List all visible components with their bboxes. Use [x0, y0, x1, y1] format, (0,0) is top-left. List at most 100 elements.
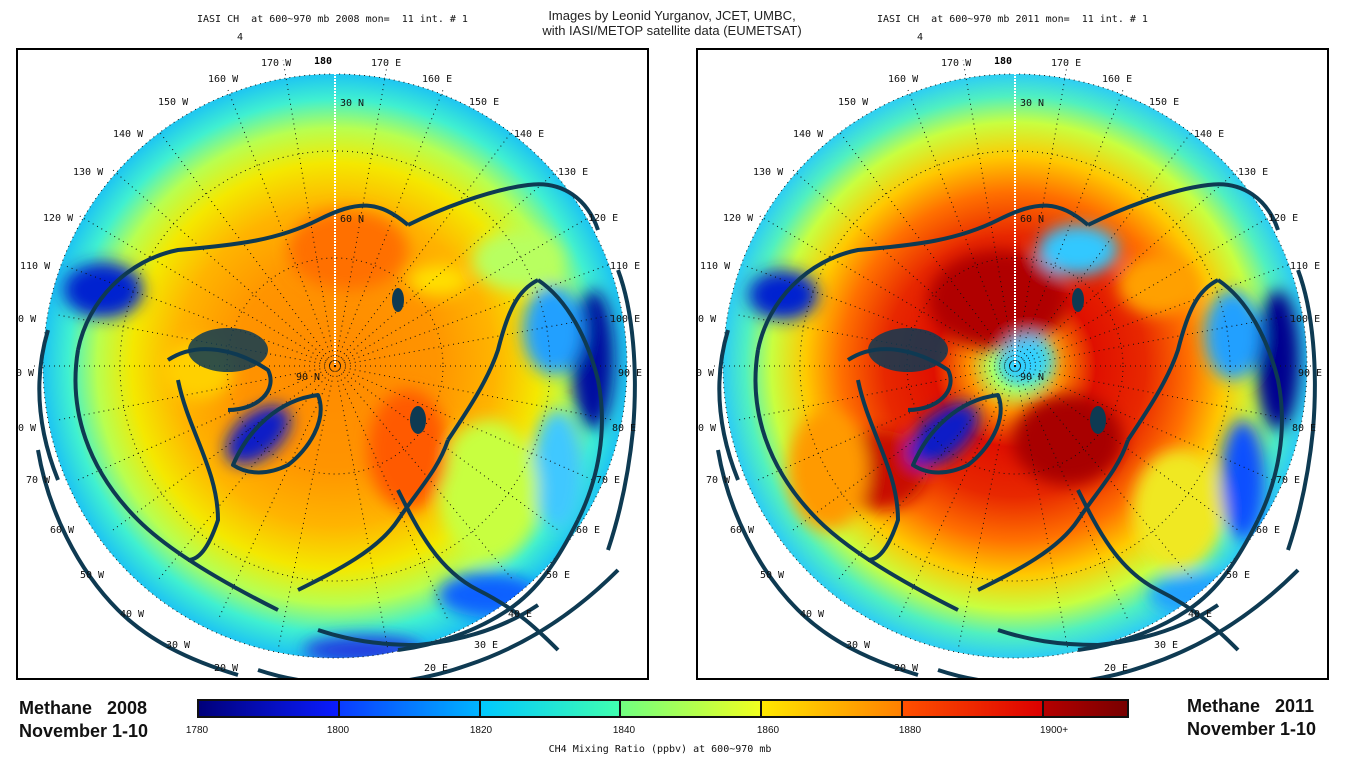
- pole-label: 90 N: [296, 372, 320, 383]
- lon-label-170w: 170 W: [261, 58, 292, 69]
- caption-2011-period: November 1-10: [1187, 719, 1317, 739]
- caption-2008-year: Methane 2008: [19, 698, 148, 718]
- colorbar-tick-1780: 1780: [185, 725, 209, 736]
- lon-label-40e: 40 E: [1188, 609, 1212, 620]
- island-masses: [188, 288, 426, 434]
- lon-label-30w: 30 W: [166, 640, 191, 651]
- lon-label-140w: 140 W: [113, 129, 144, 140]
- lon-label-30e: 30 E: [474, 640, 498, 651]
- lon-label-170w: 170 W: [941, 58, 972, 69]
- island-masses: [868, 288, 1106, 434]
- lon-label-100e: 100 E: [1290, 314, 1320, 325]
- lon-label-20w: 20 W: [894, 663, 919, 674]
- caption-2008: Methane 2008 November 1-10: [19, 697, 148, 743]
- colorbar-tick-1860: 1860: [756, 725, 780, 736]
- lon-label-160e: 160 E: [1102, 74, 1132, 85]
- caption-2011-year: Methane 2011: [1187, 696, 1315, 716]
- colorbar-tick-1880: 1880: [898, 725, 922, 736]
- map-panel-2011: 90 N 30 N 60 N 180 170 W 160 W 150 W 140…: [696, 48, 1329, 680]
- lon-label-110w: 110 W: [700, 261, 731, 272]
- map-header-2011: IASI CH at 600~970 mb 2011 mon= 11 int. …: [877, 14, 1148, 25]
- lon-label-140w: 140 W: [793, 129, 824, 140]
- lon-label-110w: 110 W: [20, 261, 51, 272]
- lon-label-80w: 80 W: [18, 423, 37, 434]
- lon-label-60e: 60 E: [576, 525, 600, 536]
- top-mark-2011: 4: [917, 32, 924, 43]
- lon-label-70w: 70 W: [706, 475, 731, 486]
- lon-label-100w: 100 W: [18, 314, 37, 325]
- lon-label-130e: 130 E: [1238, 167, 1268, 178]
- pole-label: 90 N: [1020, 372, 1044, 383]
- lon-label-20e: 20 E: [1104, 663, 1128, 674]
- lon-label-140e: 140 E: [514, 129, 544, 140]
- lon-label-90e: 90 E: [618, 368, 642, 379]
- lon-label-40e: 40 E: [508, 609, 532, 620]
- colorbar-title: CH4 Mixing Ratio (ppbv) at 600~970 mb: [548, 744, 772, 755]
- lon-label-120e: 120 E: [588, 213, 618, 224]
- lon-label-130e: 130 E: [558, 167, 588, 178]
- lon-label-30e: 30 E: [1154, 640, 1178, 651]
- colorbar-segment-1800-1820: [339, 701, 481, 716]
- colorbar-segment-1820-1840: [480, 701, 622, 716]
- caption-2011: Methane 2011 November 1-10: [1187, 695, 1316, 741]
- lon-label-20w: 20 W: [214, 663, 239, 674]
- meridian-180-label: 180: [314, 56, 332, 67]
- lon-label-70e: 70 E: [1276, 475, 1300, 486]
- lat-label-30: 30 N: [1020, 98, 1044, 109]
- lon-label-120e: 120 E: [1268, 213, 1298, 224]
- lon-label-130w: 130 W: [73, 167, 104, 178]
- lon-label-60e: 60 E: [1256, 525, 1280, 536]
- lat-label-30: 30 N: [340, 98, 364, 109]
- lon-label-170e: 170 E: [1051, 58, 1081, 69]
- colorbar: [197, 699, 1129, 718]
- colorbar-segment-1840-1860: [621, 701, 763, 716]
- caption-2008-period: November 1-10: [19, 721, 149, 741]
- lon-label-80w: 80 W: [698, 423, 717, 434]
- meridian-180-label: 180: [994, 56, 1012, 67]
- lat-label-60: 60 N: [1020, 214, 1044, 225]
- lon-label-90e: 90 E: [1298, 368, 1322, 379]
- colorbar-segment-1780-1800: [199, 701, 340, 716]
- lon-label-60w: 60 W: [50, 525, 75, 536]
- lon-label-140e: 140 E: [1194, 129, 1224, 140]
- lon-label-50w: 50 W: [80, 570, 105, 581]
- lon-label-20e: 20 E: [424, 663, 448, 674]
- lon-label-130w: 130 W: [753, 167, 784, 178]
- map-header-2008: IASI CH at 600~970 mb 2008 mon= 11 int. …: [197, 14, 468, 25]
- lon-label-160w: 160 W: [888, 74, 919, 85]
- top-mark-2008: 4: [237, 32, 244, 43]
- lon-label-110e: 110 E: [610, 261, 640, 272]
- colorbar-tick-1800: 1800: [326, 725, 350, 736]
- lon-label-100e: 100 E: [610, 314, 640, 325]
- lat-label-60: 60 N: [340, 214, 364, 225]
- map-panel-2008: 90 N 30 N 60 N 180 170 W 160 W 150 W 140…: [16, 48, 649, 680]
- colorbar-tick-1900plus: 1900+: [1039, 725, 1069, 736]
- lon-label-150e: 150 E: [1149, 97, 1179, 108]
- colorbar-tick-1840: 1840: [612, 725, 636, 736]
- lon-label-30w: 30 W: [846, 640, 871, 651]
- credit-line-2: with IASI/METOP satellite data (EUMETSAT…: [542, 23, 802, 38]
- polar-map-2008: 90 N 30 N 60 N 180 170 W 160 W 150 W 140…: [18, 50, 642, 678]
- image-credit: Images by Leonid Yurganov, JCET, UMBC, w…: [502, 8, 842, 38]
- lon-label-160w: 160 W: [208, 74, 239, 85]
- lon-label-50w: 50 W: [760, 570, 785, 581]
- lon-label-150w: 150 W: [838, 97, 869, 108]
- colorbar-segment-1860-1880: [762, 701, 903, 716]
- lon-label-80e: 80 E: [612, 423, 636, 434]
- lon-label-90w: 90 W: [698, 368, 715, 379]
- colorbar-tick-1820: 1820: [469, 725, 493, 736]
- coastlines: [716, 182, 1317, 678]
- lon-label-90w: 90 W: [18, 368, 35, 379]
- lon-label-70e: 70 E: [596, 475, 620, 486]
- lon-label-50e: 50 E: [546, 570, 570, 581]
- lon-label-70w: 70 W: [26, 475, 51, 486]
- graticule: [33, 50, 638, 659]
- polar-map-2011: 90 N 30 N 60 N 180 170 W 160 W 150 W 140…: [698, 50, 1322, 678]
- lon-label-160e: 160 E: [422, 74, 452, 85]
- lon-label-40w: 40 W: [120, 609, 145, 620]
- lon-label-120w: 120 W: [43, 213, 74, 224]
- lon-label-150w: 150 W: [158, 97, 189, 108]
- lon-label-100w: 100 W: [698, 314, 717, 325]
- lon-label-120w: 120 W: [723, 213, 754, 224]
- lon-label-150e: 150 E: [469, 97, 499, 108]
